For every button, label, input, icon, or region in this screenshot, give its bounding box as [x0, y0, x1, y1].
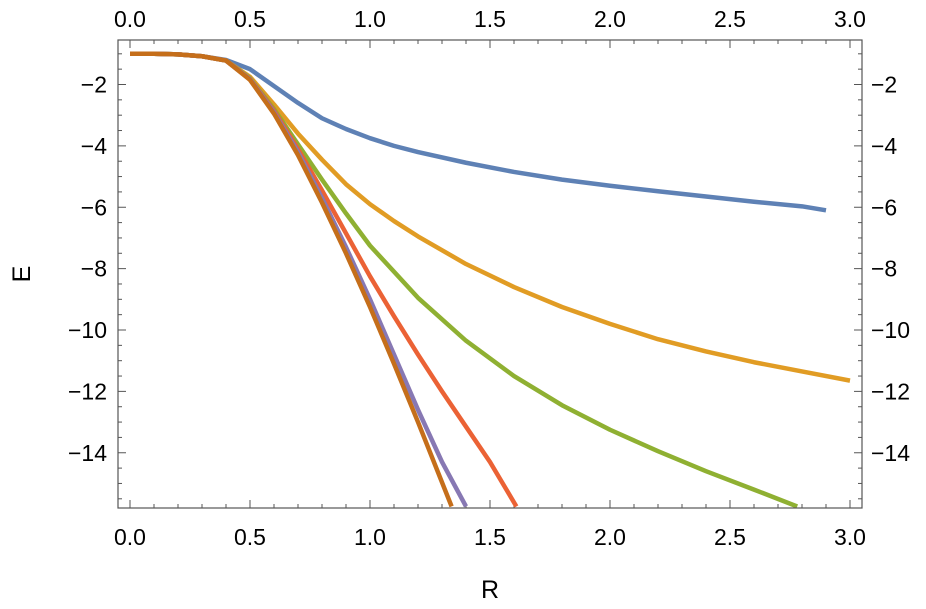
y-tick-label-right: −4 [871, 133, 897, 159]
ticks-layer [118, 40, 862, 508]
x-axis-label: R [481, 576, 499, 604]
series-line-5 [130, 51, 468, 508]
x-tick-label: 2.0 [594, 524, 626, 550]
y-tick-label: −14 [68, 440, 107, 466]
y-tick-label-right: −2 [871, 71, 897, 97]
tick-labels-layer: 0.0 0.0 0.5 0.5 1.0 1.0 1.5 1.5 2.0 2.0 2.5 2.5 3.0 3… [68, 6, 910, 550]
plot-frame [117, 39, 863, 509]
y-tick-label: −2 [81, 71, 107, 97]
series-line-1 [130, 51, 827, 213]
x-tick-label-top: 0.5 [234, 6, 266, 32]
series-line-2 [130, 51, 851, 383]
x-tick-label: 1.5 [474, 524, 506, 550]
x-tick-label-top: 1.5 [474, 6, 506, 32]
x-tick-label: 2.5 [714, 524, 746, 550]
y-tick-label-right: −14 [871, 440, 910, 466]
y-axis-label: E [8, 266, 36, 283]
y-tick-label: −10 [68, 317, 107, 343]
x-tick-label-top: 1.0 [354, 6, 386, 32]
x-tick-label: 0.0 [114, 524, 146, 550]
x-tick-label: 3.0 [834, 524, 866, 550]
y-tick-label: −4 [81, 133, 107, 159]
y-tick-label-right: −6 [871, 194, 897, 220]
x-tick-label-top: 2.5 [714, 6, 746, 32]
series-layer [130, 51, 851, 508]
x-tick-label-top: 2.0 [594, 6, 626, 32]
y-tick-label-right: −12 [871, 378, 910, 404]
y-tick-label-right: −8 [871, 256, 897, 282]
x-tick-label-top: 3.0 [834, 6, 866, 32]
y-tick-label: −8 [81, 256, 107, 282]
x-tick-label: 0.5 [234, 524, 266, 550]
x-tick-label-top: 0.0 [114, 6, 146, 32]
series-line-6 [130, 51, 454, 508]
series-line-4 [130, 51, 519, 508]
x-tick-label: 1.0 [354, 524, 386, 550]
series-line-3 [130, 51, 799, 508]
y-tick-label-right: −10 [871, 317, 910, 343]
y-tick-label: −6 [81, 194, 107, 220]
y-tick-label: −12 [68, 378, 107, 404]
